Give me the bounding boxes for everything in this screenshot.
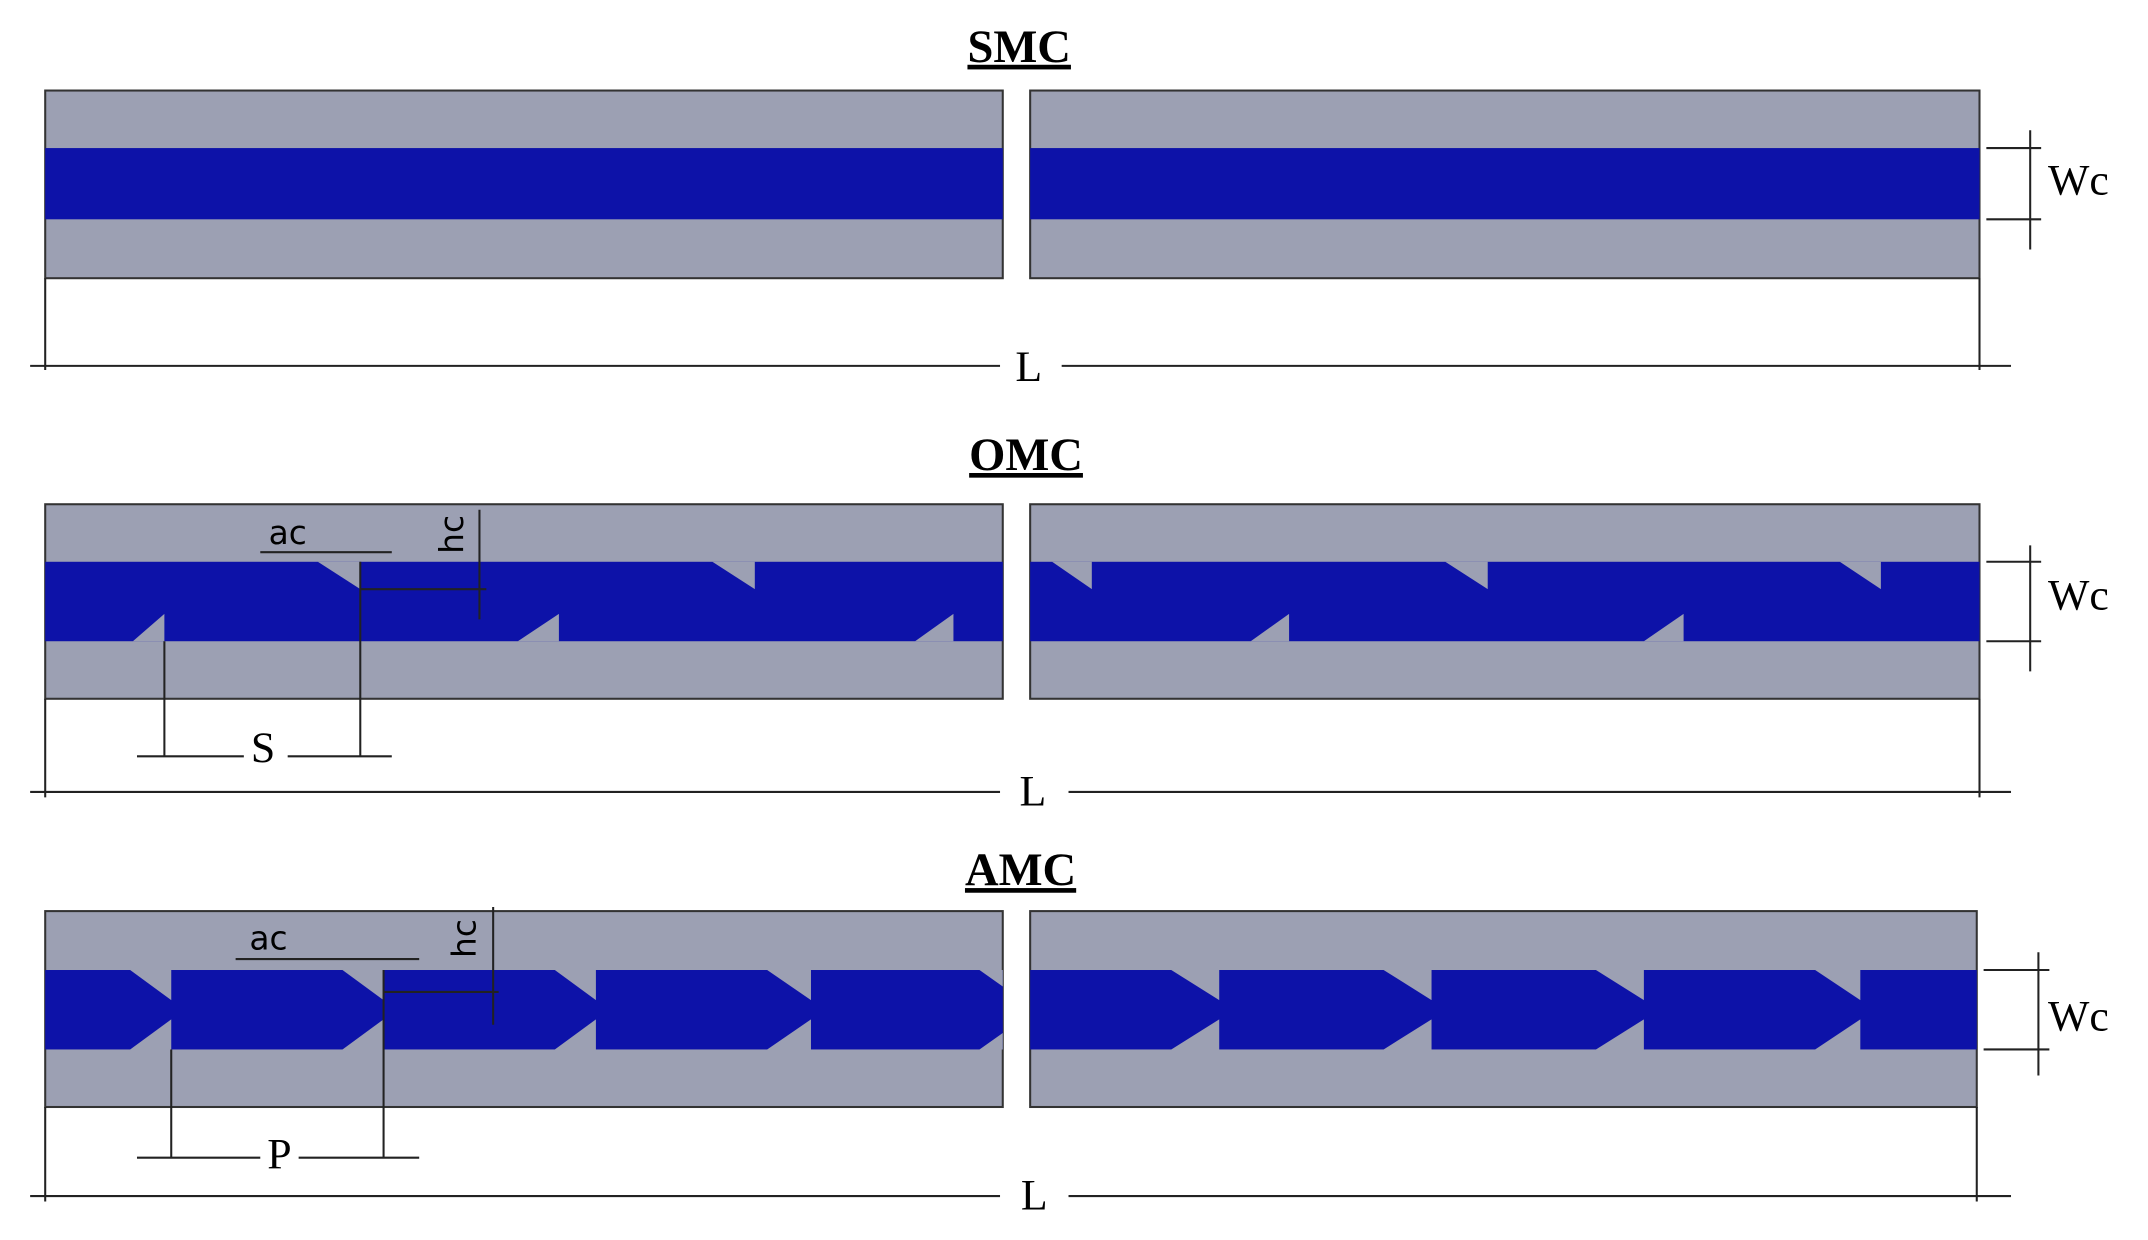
angle-label: ac [249,918,287,957]
angle-label: ac [269,513,307,552]
height-label: hc [444,919,483,958]
omc-panel: OMC S ac hc L Wc [30,430,2109,816]
spacing-label: S [251,724,275,772]
smc-panel: SMC L Wc [30,22,2109,391]
length-label: L [1015,343,1042,391]
amc-panel: AMC P ac hc L Wc [30,845,2109,1220]
panel-title: AMC [965,845,1076,896]
height-label: hc [432,515,471,554]
panel-title: SMC [967,22,1070,73]
length-label: L [1021,1172,1048,1220]
panel-title: OMC [969,430,1083,481]
length-label: L [1020,768,1047,816]
pitch-label: P [267,1131,291,1179]
width-label: Wc [2048,992,2109,1040]
width-label: Wc [2048,157,2109,205]
width-label: Wc [2048,572,2109,620]
